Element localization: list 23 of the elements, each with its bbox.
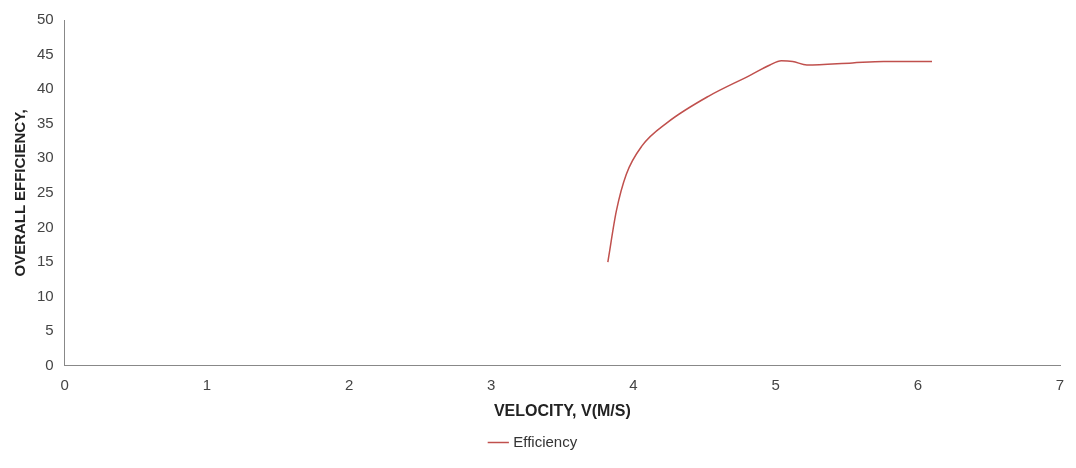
x-tick-label: 7 [1055, 375, 1065, 393]
x-tick-label: 4 [629, 375, 638, 393]
y-tick-label: 10 [37, 286, 54, 304]
y-tick-label: 20 [37, 217, 54, 235]
y-tick-label: 50 [37, 10, 54, 28]
x-tick-label: 1 [202, 375, 212, 393]
y-tick-label: 5 [45, 321, 54, 339]
x-axis-title: VELOCITY, V(M/S) [493, 401, 631, 419]
y-tick-label: 25 [37, 183, 54, 201]
y-axis-title: OVERALL EFFICIENCY, [11, 109, 29, 277]
x-tick-label: 0 [60, 375, 69, 393]
x-tick-label: 5 [771, 375, 780, 393]
x-tick-label: 6 [913, 375, 922, 393]
y-tick-label: 45 [37, 44, 54, 62]
y-tick-label: 0 [45, 355, 54, 373]
x-tick-label: 2 [344, 375, 354, 393]
y-tick-label: 35 [37, 113, 54, 131]
x-tick-label: 3 [487, 375, 496, 393]
legend-label: Efficiency [513, 432, 578, 450]
y-tick-label: 15 [37, 252, 54, 270]
y-tick-label: 30 [37, 148, 54, 166]
line-series [607, 60, 933, 263]
y-tick-label: 40 [37, 79, 54, 97]
